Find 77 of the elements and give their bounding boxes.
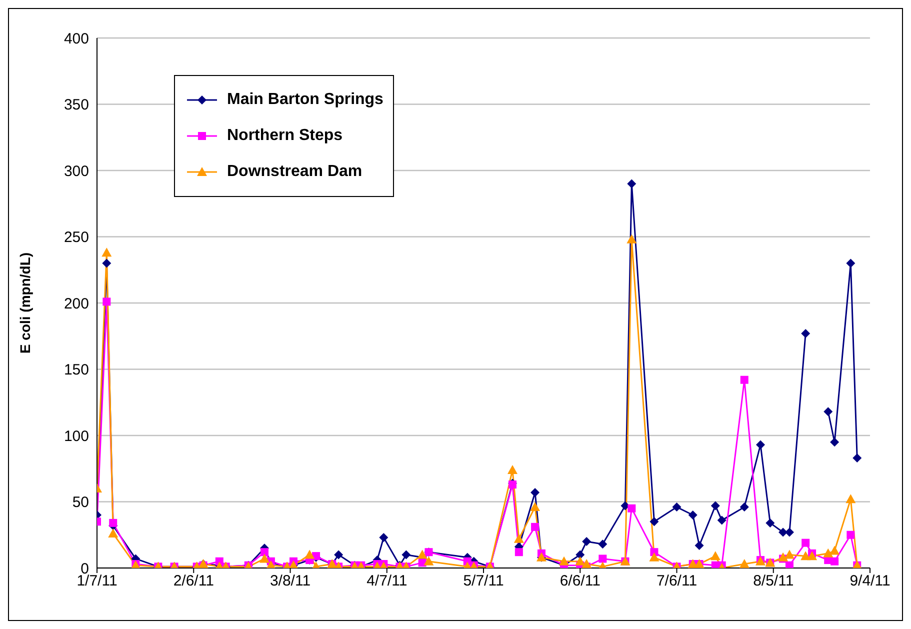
point [672,502,682,512]
point [824,407,833,416]
y-tick-label: 200 [64,295,89,312]
y-tick-label: 100 [64,428,89,445]
point [626,234,637,244]
legend-label: Downstream Dam [227,163,362,181]
legend-label: Main Barton Springs [227,91,384,109]
point [598,554,607,563]
x-tick-label: 8/5/11 [753,572,794,590]
point [807,551,818,560]
point [559,556,570,566]
point [688,510,698,520]
x-tick-label: 2/6/11 [173,572,214,590]
point [260,548,268,556]
point [627,179,636,188]
x-tick-label: 5/7/11 [463,572,504,590]
point [259,554,270,563]
point [852,454,862,463]
x-tick-label: 4/7/11 [366,572,408,590]
point [417,550,428,559]
point [846,494,856,504]
x-tick-label: 9/4/11 [850,572,890,590]
point [740,502,749,512]
point [102,298,111,306]
y-tick-label: 300 [64,162,89,180]
point [402,550,411,560]
point [766,518,775,528]
point [649,552,660,562]
x-tick-label: 7/6/11 [656,572,698,590]
point [710,551,720,560]
point [582,537,592,546]
point [830,557,839,566]
point [424,556,434,566]
point [739,559,750,568]
point [108,528,118,538]
point [514,548,523,556]
point [576,550,585,560]
point [531,522,540,531]
point [598,540,608,549]
point [784,550,794,559]
point [530,488,540,497]
x-tick-label: 3/8/11 [270,572,311,590]
point [582,559,592,568]
y-tick-label: 50 [72,494,89,512]
y-tick-label: 350 [64,96,89,114]
point [756,440,765,450]
point [530,502,540,512]
point [109,518,118,527]
x-tick-label: 6/6/11 [560,572,600,590]
point [694,540,704,550]
point [102,248,112,257]
y-tick-label: 400 [64,30,89,48]
point [740,376,748,384]
legend-label: Northern Steps [227,127,343,145]
point [710,501,720,510]
point [575,556,586,566]
point [778,552,788,562]
point [628,504,636,512]
point [334,550,344,560]
point [830,546,840,555]
y-axis-title: E coli (mpn/dL) [16,252,33,354]
point [717,516,726,525]
point [823,548,834,558]
point [846,530,855,539]
point [379,533,388,542]
point [102,258,112,268]
point [830,438,840,447]
point [785,561,794,568]
y-tick-label: 250 [64,229,89,246]
point [304,550,315,559]
point [514,534,524,543]
y-tick-label: 150 [64,362,89,379]
point [650,517,659,526]
point [801,328,810,338]
point [507,464,518,474]
point [802,538,810,547]
point [846,258,856,268]
